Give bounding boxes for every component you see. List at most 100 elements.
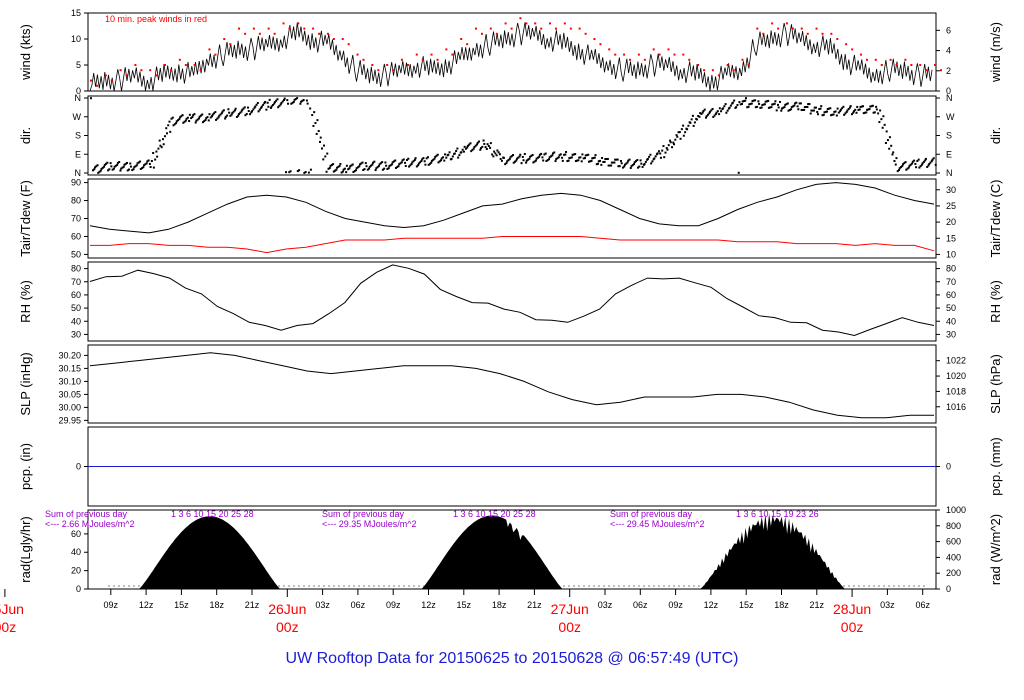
direction-point xyxy=(583,157,586,160)
direction-point xyxy=(738,101,741,104)
direction-point xyxy=(470,150,473,153)
left-tick-label: N xyxy=(75,168,82,178)
x-tick-label: 09z xyxy=(386,600,401,610)
direction-point xyxy=(456,147,459,150)
direction-point xyxy=(641,165,644,168)
peak-wind-point xyxy=(297,22,300,25)
direction-point xyxy=(604,158,607,161)
direction-point xyxy=(786,102,789,105)
direction-point xyxy=(373,160,376,163)
direction-point xyxy=(585,154,588,157)
direction-point xyxy=(408,165,411,168)
direction-point xyxy=(427,163,430,166)
direction-point xyxy=(652,158,655,161)
direction-point xyxy=(917,158,920,161)
peak-wind-point xyxy=(874,58,877,61)
peak-wind-point xyxy=(806,32,809,35)
peak-wind-point xyxy=(318,32,321,35)
direction-point xyxy=(767,106,770,109)
direction-point xyxy=(723,105,726,108)
direction-point xyxy=(239,111,242,114)
wind-series-line xyxy=(89,22,933,92)
direction-point xyxy=(602,160,605,163)
direction-point xyxy=(856,105,859,108)
direction-point xyxy=(170,117,173,120)
direction-point xyxy=(420,160,423,163)
direction-point xyxy=(510,155,513,158)
direction-point xyxy=(571,153,574,156)
direction-point xyxy=(926,165,929,168)
peak-wind-point xyxy=(925,69,928,72)
direction-point xyxy=(568,157,571,160)
direction-point xyxy=(597,162,600,165)
direction-point xyxy=(134,165,137,168)
direction-point xyxy=(350,164,353,167)
direction-point xyxy=(855,111,858,114)
x-tick-label: 18z xyxy=(209,600,224,610)
direction-point xyxy=(444,153,447,156)
direction-point xyxy=(247,106,250,109)
direction-point xyxy=(497,151,500,154)
peak-wind-point xyxy=(288,27,291,30)
direction-point xyxy=(669,141,672,144)
right-tick-label: S xyxy=(946,131,952,141)
direction-point xyxy=(867,108,870,111)
direction-point xyxy=(541,156,544,159)
direction-point xyxy=(601,156,604,159)
direction-point xyxy=(337,165,340,168)
direction-point xyxy=(772,103,775,106)
date-time-label: 00z xyxy=(558,619,581,635)
direction-point xyxy=(520,162,523,165)
direction-point xyxy=(208,113,211,116)
direction-point xyxy=(842,105,845,108)
direction-point xyxy=(896,170,899,173)
direction-point xyxy=(873,111,876,114)
direction-point xyxy=(687,124,690,127)
direction-point xyxy=(437,161,440,164)
direction-point xyxy=(430,159,433,162)
direction-point xyxy=(94,166,96,169)
direction-point xyxy=(881,126,884,129)
direction-point xyxy=(788,108,791,111)
direction-point xyxy=(769,106,772,109)
direction-point xyxy=(664,151,667,154)
direction-point xyxy=(120,167,123,170)
direction-point xyxy=(489,142,492,145)
date-time-label: 00z xyxy=(276,619,299,635)
direction-point xyxy=(229,114,232,117)
right-tick-label: 30 xyxy=(946,329,956,339)
direction-point xyxy=(702,110,705,113)
direction-point xyxy=(422,157,425,160)
direction-point xyxy=(795,101,798,104)
direction-point xyxy=(226,114,229,117)
peak-wind-point xyxy=(578,27,581,30)
direction-point xyxy=(691,114,694,117)
peak-wind-point xyxy=(563,22,566,25)
direction-point xyxy=(898,169,901,172)
direction-point xyxy=(698,115,701,118)
direction-point xyxy=(445,156,448,159)
direction-point xyxy=(682,124,685,127)
peak-wind-point xyxy=(643,58,646,61)
left-tick-label: 30.05 xyxy=(58,389,81,399)
direction-point xyxy=(518,155,521,158)
peak-wind-point xyxy=(199,69,202,72)
x-tick-label: 03z xyxy=(315,600,330,610)
direction-point xyxy=(471,148,474,151)
direction-point xyxy=(391,161,394,164)
peak-wind-point xyxy=(865,58,868,61)
direction-point xyxy=(535,157,538,160)
peak-wind-point xyxy=(258,32,261,35)
direction-point xyxy=(182,121,185,124)
direction-point xyxy=(801,108,804,111)
direction-point xyxy=(143,164,146,167)
right-axis-label: rad (W/m^2) xyxy=(988,514,1003,585)
direction-point xyxy=(237,113,240,116)
direction-point xyxy=(332,163,335,166)
direction-point xyxy=(313,111,316,114)
direction-point xyxy=(718,113,721,116)
direction-point xyxy=(570,156,573,159)
direction-point xyxy=(561,156,564,159)
direction-point xyxy=(613,161,616,164)
left-tick-label: 80 xyxy=(71,196,81,206)
